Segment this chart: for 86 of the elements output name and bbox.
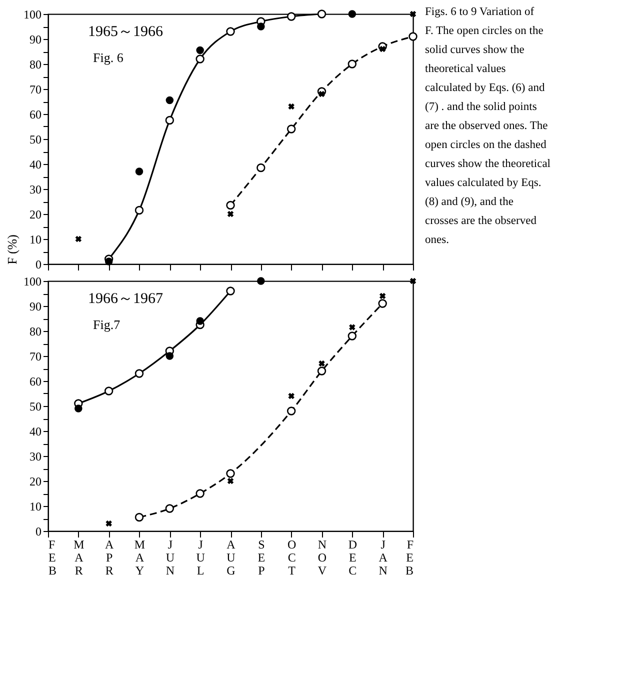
x-tick-label: OCT [287, 538, 296, 578]
y-tick-label: 90 [30, 300, 42, 314]
point [256, 163, 266, 172]
point [135, 168, 144, 176]
x-tick-label: APR [104, 538, 114, 578]
point [378, 299, 387, 308]
annotation: 1965～1966 [88, 24, 164, 40]
y-tick-label: 90 [30, 32, 42, 46]
x-tick-label: JUL [196, 538, 206, 578]
point [348, 332, 357, 340]
point [226, 27, 235, 36]
point [288, 392, 294, 400]
y-tick-label: 70 [30, 82, 42, 96]
point [227, 210, 234, 218]
y-tick-label: 0 [36, 524, 42, 538]
y-axis-title: F (%) [4, 234, 20, 264]
point [74, 404, 82, 412]
x-tick-label: JUN [166, 538, 175, 578]
x-tick-label: AUG [226, 538, 236, 578]
point [349, 324, 356, 330]
point [226, 469, 235, 478]
y-tick-label: 70 [30, 350, 42, 364]
point [348, 60, 357, 68]
y-tick-label: 10 [30, 232, 42, 246]
y-tick-label: 0 [36, 258, 42, 272]
point [196, 54, 204, 64]
x-tick-label: JAN [378, 538, 388, 578]
point [379, 292, 386, 300]
text: Figs. 6 to 9 Variation of F. The open circles on the solid curves show the theoretical values calculated by Eqs. (6) and (7) . and the solid points are the observed ones. The open circles on the dashed curves show the theoretical values calculated by Eqs. (8) and (9), and the crosses are the observed ones. [425, 6, 550, 246]
point [226, 286, 235, 296]
x-tick-label: FEB [405, 538, 414, 578]
y-tick-label: 20 [30, 208, 42, 222]
y-tick-label: 20 [30, 474, 42, 488]
point [379, 46, 386, 52]
point [196, 46, 204, 54]
point [165, 504, 174, 513]
y-tick-label: 40 [30, 158, 42, 172]
point [318, 360, 325, 367]
point [104, 386, 114, 396]
point [165, 116, 174, 125]
y-tick-label: 80 [30, 324, 42, 338]
point [196, 489, 204, 498]
point [166, 96, 174, 104]
y-tick-label: 100 [24, 274, 42, 288]
y-tick-label: 10 [30, 500, 42, 514]
point [317, 366, 326, 376]
point [288, 103, 294, 110]
point [318, 90, 325, 98]
y-tick-label: 80 [30, 58, 42, 72]
point [134, 206, 144, 215]
y-tick-label: 30 [30, 182, 42, 196]
point [410, 278, 416, 284]
y-tick-label: 50 [30, 400, 42, 414]
x-tick-label: SEP [258, 538, 266, 578]
point [106, 520, 112, 527]
y-tick-label: 30 [30, 450, 42, 464]
x-tick-label: DEC [348, 538, 358, 578]
point [410, 10, 416, 18]
point [134, 369, 144, 378]
point [196, 317, 204, 325]
x-tick-label: FEB [48, 538, 57, 578]
point [348, 10, 356, 18]
point [75, 236, 82, 242]
x-tick-label: MAY [134, 538, 146, 578]
point [286, 12, 296, 21]
point [286, 124, 296, 134]
x-tick-label: NOV [318, 538, 327, 578]
point [166, 352, 174, 360]
point [134, 512, 144, 522]
y-tick-label: 100 [24, 8, 42, 22]
y-tick-label: 60 [30, 108, 42, 122]
point [226, 200, 235, 210]
annotation: Fig. 6 [93, 50, 124, 65]
point [317, 10, 326, 18]
annotation: Fig.7 [93, 317, 121, 332]
x-tick-label: MAR [74, 538, 85, 578]
point [227, 478, 234, 484]
y-tick-label: 40 [30, 424, 42, 438]
point [408, 32, 418, 41]
annotation: 1966～1967 [88, 291, 164, 307]
y-tick-label: 60 [30, 374, 42, 388]
point [286, 406, 296, 416]
point [257, 277, 265, 285]
point [257, 22, 265, 30]
point [104, 258, 113, 266]
y-tick-label: 50 [30, 132, 42, 146]
